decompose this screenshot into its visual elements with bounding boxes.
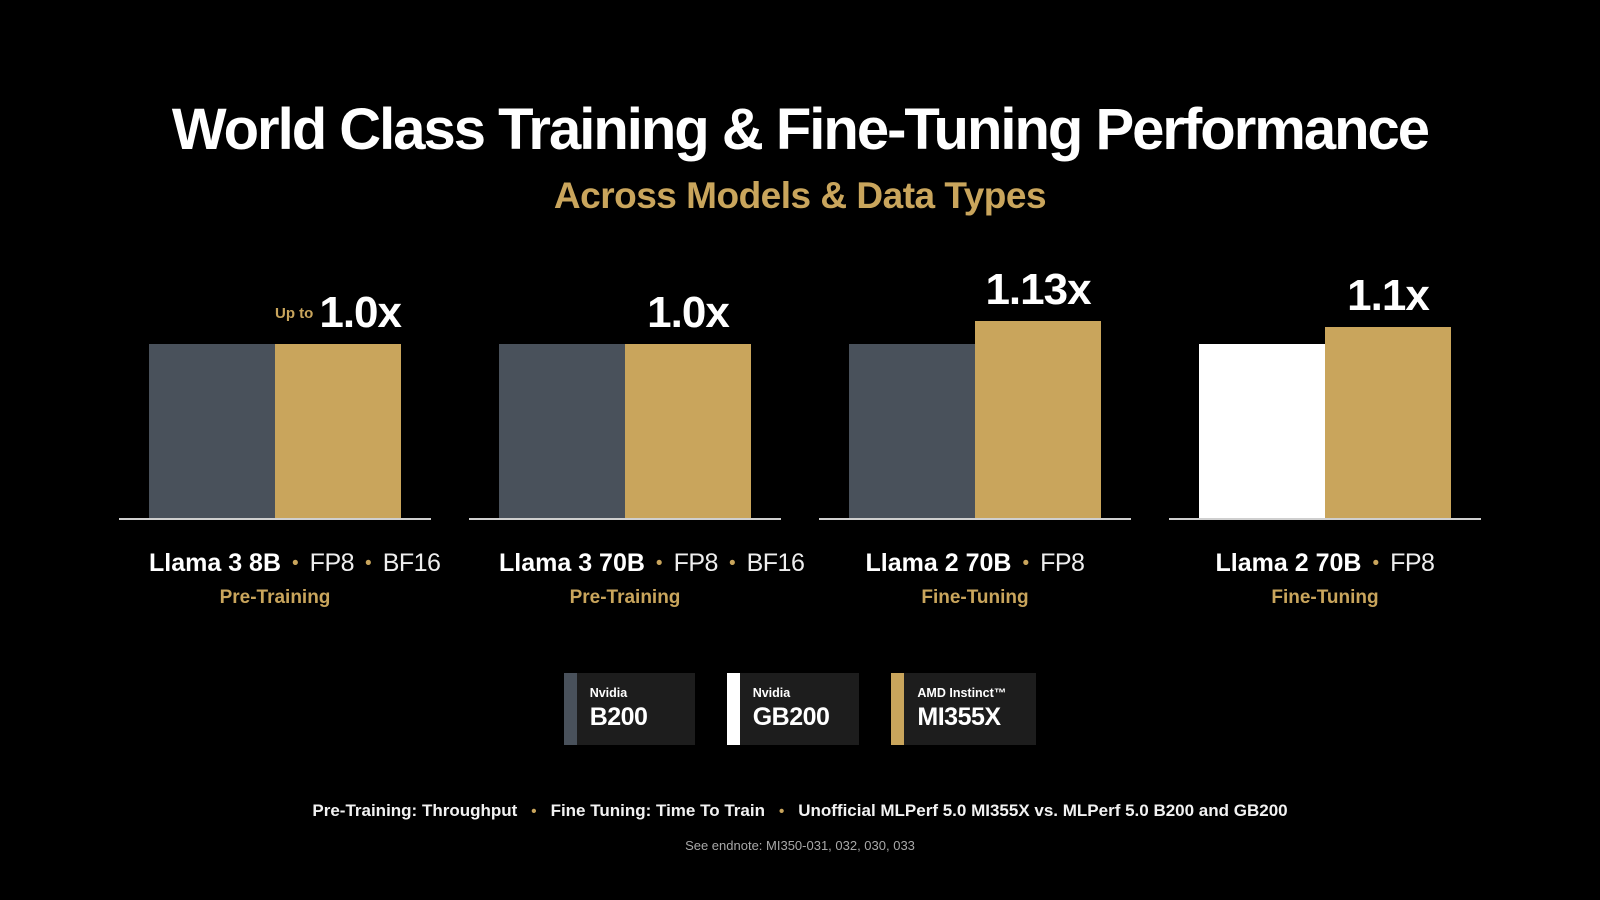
footnote-segment: Unofficial MLPerf 5.0 MI355X vs. MLPerf … xyxy=(798,801,1288,820)
legend-item: Nvidia B200 xyxy=(563,673,695,745)
legend: Nvidia B200 Nvidia GB200 AMD Instinct™ M… xyxy=(0,673,1600,745)
legend-brand: AMD Instinct™ xyxy=(917,686,1007,700)
multiplier-value: 1.0x xyxy=(319,288,402,337)
multiplier-callout: Up to 1.0x xyxy=(275,288,402,338)
legend-item: AMD Instinct™ MI355X xyxy=(891,673,1037,745)
separator-dot-icon: • xyxy=(655,553,663,574)
multiplier-callout: 1.0x xyxy=(647,288,730,338)
legend-model: MI355X xyxy=(917,703,1001,731)
legend-body: Nvidia GB200 xyxy=(739,673,860,745)
bar-pair: 1.13x xyxy=(819,265,1131,520)
group-sublabel: Pre-Training xyxy=(569,587,681,608)
legend-swatch xyxy=(891,673,905,745)
data-type: FP8 xyxy=(1040,549,1085,577)
data-type: FP8 xyxy=(673,549,719,577)
group-label: Llama 3 70B • FP8 • BF16 xyxy=(499,549,805,578)
group-label: Llama 3 8B • FP8 • BF16 xyxy=(149,549,441,578)
legend-swatch xyxy=(726,673,740,745)
multiplier-callout: 1.13x xyxy=(985,265,1091,315)
bar-nvidia-gb200 xyxy=(1199,344,1325,519)
separator-dot-icon: • xyxy=(728,553,736,574)
multiplier-value: 1.0x xyxy=(647,288,730,337)
bar-amd-instinct-mi355x: 1.0x xyxy=(625,288,751,519)
model-name: Llama 3 8B xyxy=(149,549,282,577)
group-sublabel: Fine-Tuning xyxy=(1271,587,1379,608)
slide-title: World Class Training & Fine-Tuning Perfo… xyxy=(171,97,1430,162)
bar-pair: 1.0x xyxy=(469,288,781,520)
data-type: BF16 xyxy=(746,549,805,577)
model-name: Llama 3 70B xyxy=(499,549,645,577)
bar-amd-instinct-mi355x: 1.1x xyxy=(1325,271,1451,519)
chart-group: 1.13x Llama 2 70B • FP8 Fine-Tuning xyxy=(819,265,1131,609)
separator-dot-icon: • xyxy=(365,553,372,574)
model-name: Llama 2 70B xyxy=(1215,549,1362,577)
chart-group: 1.0x Llama 3 70B • FP8 • BF16 Pre-Training xyxy=(469,288,805,609)
legend-body: AMD Instinct™ MI355X xyxy=(904,673,1037,745)
separator-dot-icon: • xyxy=(531,803,537,820)
multiplier-value: 1.13x xyxy=(985,265,1091,315)
legend-model: GB200 xyxy=(752,703,830,731)
bar-nvidia-b200 xyxy=(499,344,625,519)
chart-group: Up to 1.0x Llama 3 8B • FP8 • BF16 Pre-Traini… xyxy=(119,288,441,609)
data-type: FP8 xyxy=(1390,549,1435,577)
bar-pair: 1.1x xyxy=(1169,271,1481,520)
group-label: Llama 2 70B • FP8 xyxy=(849,549,1101,578)
group-sublabel: Fine-Tuning xyxy=(921,587,1029,608)
separator-dot-icon: • xyxy=(292,553,299,574)
bar-chart: Up to 1.0x Llama 3 8B • FP8 • BF16 Pre-Traini… xyxy=(0,265,1600,609)
chart-group: 1.1x Llama 2 70B • FP8 Fine-Tuning xyxy=(1169,271,1481,609)
separator-dot-icon: • xyxy=(1022,553,1030,574)
legend-model: B200 xyxy=(589,703,648,731)
legend-body: Nvidia B200 xyxy=(576,673,695,745)
legend-brand: Nvidia xyxy=(589,686,628,700)
multiplier-prefix: Up to xyxy=(275,305,314,322)
multiplier-callout: 1.1x xyxy=(1347,270,1430,321)
group-label: Llama 2 70B • FP8 xyxy=(1199,549,1451,578)
legend-brand: Nvidia xyxy=(752,686,791,700)
legend-swatch xyxy=(563,673,577,745)
bar-amd-instinct-mi355x: Up to 1.0x xyxy=(275,288,402,519)
data-type: FP8 xyxy=(309,549,355,577)
bar-nvidia-b200 xyxy=(149,344,275,519)
bar-pair: Up to 1.0x xyxy=(119,288,431,520)
bar-nvidia-b200 xyxy=(849,344,975,519)
separator-dot-icon: • xyxy=(778,803,785,820)
separator-dot-icon: • xyxy=(1372,553,1380,574)
slide-subtitle: Across Models & Data Types xyxy=(553,175,1047,216)
multiplier-value: 1.1x xyxy=(1347,270,1430,320)
footnote-segment: Pre-Training: Throughput xyxy=(312,801,518,820)
endnote: See endnote: MI350-031, 032, 030, 033 xyxy=(685,838,915,853)
group-sublabel: Pre-Training xyxy=(219,587,331,608)
footnote-segment: Fine Tuning: Time To Train xyxy=(550,801,765,820)
footnote: Pre-Training: Throughput • Fine Tuning: Ti… xyxy=(0,801,1600,821)
bar-amd-instinct-mi355x: 1.13x xyxy=(975,265,1101,519)
legend-item: Nvidia GB200 xyxy=(726,673,860,745)
model-name: Llama 2 70B xyxy=(865,549,1012,577)
data-type: BF16 xyxy=(382,549,441,577)
